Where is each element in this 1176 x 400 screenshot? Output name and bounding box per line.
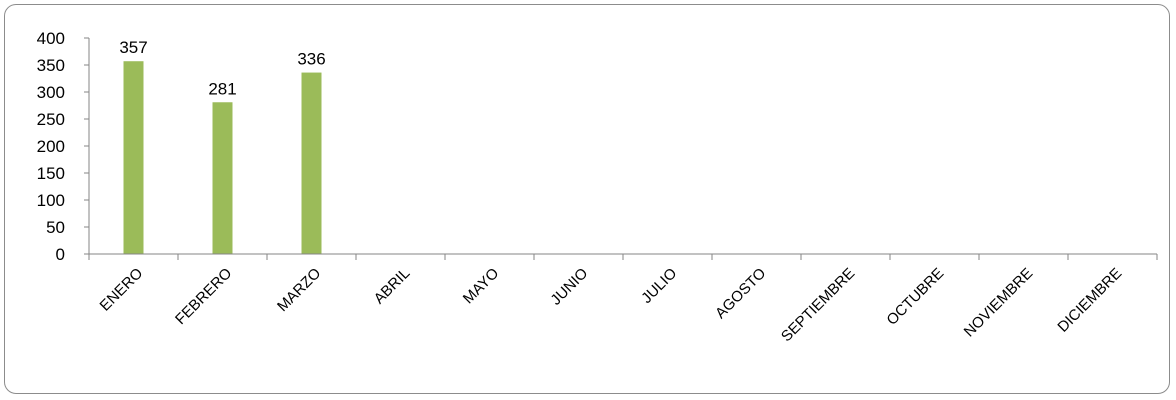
x-category-label: JUNIO: [547, 265, 591, 309]
y-tick-label: 200: [37, 137, 65, 156]
data-labels: 357 281 336: [119, 38, 325, 98]
y-tick-label: 100: [37, 191, 65, 210]
x-category-label: NOVIEMBRE: [961, 265, 1037, 341]
y-tick-label: 400: [37, 29, 65, 48]
y-tick-label: 0: [56, 245, 65, 264]
bar-marzo: [301, 72, 322, 254]
x-category-label: JULIO: [638, 265, 680, 307]
x-category-label: MARZO: [274, 265, 324, 315]
y-axis-ticks: 0 50 100 150 200 250 300 350 400: [37, 29, 89, 264]
x-category-label: MAYO: [460, 265, 502, 307]
x-category-label: SEPTIEMBRE: [778, 265, 858, 345]
bar-febrero: [212, 102, 233, 254]
data-label: 336: [297, 50, 325, 69]
y-tick-label: 150: [37, 164, 65, 183]
x-category-label: AGOSTO: [712, 265, 769, 322]
x-axis-ticks: ENERO FEBRERO MARZO ABRIL MAYO JUNIO JULIO AGOS…: [88, 254, 1158, 345]
x-category-label: DICIEMBRE: [1054, 265, 1125, 336]
bar-enero: [123, 61, 144, 254]
x-category-label: ABRIL: [371, 265, 414, 308]
chart-frame: [4, 4, 1170, 394]
data-label: 281: [208, 79, 236, 98]
x-category-label: ENERO: [97, 265, 147, 315]
bars: [123, 61, 322, 254]
x-category-label: OCTUBRE: [883, 265, 947, 329]
x-category-label: FEBRERO: [172, 265, 235, 328]
y-tick-label: 250: [37, 110, 65, 129]
y-tick-label: 300: [37, 83, 65, 102]
data-label: 357: [119, 38, 147, 57]
y-tick-label: 50: [46, 218, 65, 237]
y-tick-label: 350: [37, 56, 65, 75]
